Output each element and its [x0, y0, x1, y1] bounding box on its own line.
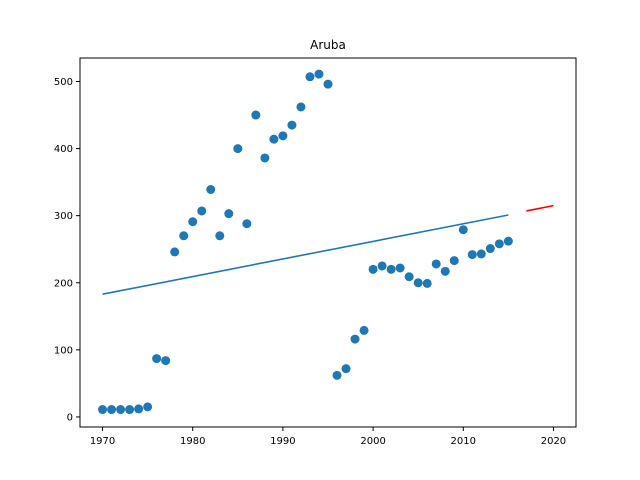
y-tick-label: 400 [54, 144, 73, 155]
data-point [332, 370, 342, 380]
data-point [395, 263, 405, 273]
y-tick-label: 300 [54, 211, 73, 222]
data-point [467, 250, 477, 260]
plot-area: 1970 1980 1990 2000 2010 2020 0 100 200 300 400 500 [54, 69, 566, 447]
data-point [305, 72, 315, 82]
data-point [422, 278, 432, 288]
data-point [269, 134, 279, 144]
data-point [179, 231, 189, 241]
data-point [314, 69, 324, 79]
data-point [404, 272, 414, 282]
y-tick-label: 0 [67, 412, 73, 423]
data-point [125, 405, 135, 415]
x-tick-label: 1970 [90, 436, 115, 447]
data-point [251, 110, 261, 120]
x-tick-label: 2000 [360, 436, 385, 447]
data-point [323, 79, 333, 89]
data-point [215, 231, 225, 241]
data-point [170, 247, 180, 257]
data-point [449, 256, 459, 266]
data-point [494, 239, 504, 249]
data-point [287, 120, 297, 130]
data-point [161, 356, 171, 366]
data-point [143, 402, 153, 412]
data-point [116, 405, 126, 415]
data-point [224, 209, 234, 219]
data-point [359, 325, 369, 335]
data-point [242, 219, 252, 229]
data-point [368, 264, 378, 274]
data-point [440, 266, 450, 276]
chart-title: Aruba [310, 38, 346, 52]
data-point [458, 225, 468, 235]
trend-line [102, 214, 509, 295]
data-point [233, 144, 243, 154]
y-tick-label: 100 [54, 345, 73, 356]
data-point [431, 259, 441, 269]
data-point [413, 278, 423, 288]
x-tick-label: 1990 [270, 436, 295, 447]
data-point [485, 244, 495, 254]
data-point [197, 206, 207, 216]
forecast-line [526, 204, 554, 212]
data-point [476, 249, 486, 259]
data-point [152, 354, 162, 364]
data-point [350, 334, 360, 344]
data-point [206, 184, 216, 194]
data-point [503, 236, 513, 246]
data-point [107, 405, 117, 415]
data-point [296, 102, 306, 112]
y-tick-label: 500 [54, 77, 73, 88]
data-point [377, 261, 387, 271]
y-tick-label: 200 [54, 278, 73, 289]
data-point [278, 131, 288, 141]
x-tick-label: 2010 [451, 436, 476, 447]
data-point [134, 404, 144, 414]
data-point [98, 405, 108, 415]
data-point [341, 364, 351, 374]
axes-frame [79, 57, 577, 428]
data-point [386, 264, 396, 274]
x-tick-label: 2020 [541, 436, 566, 447]
data-point [188, 217, 198, 227]
x-tick-label: 1980 [180, 436, 205, 447]
data-point [260, 153, 270, 163]
